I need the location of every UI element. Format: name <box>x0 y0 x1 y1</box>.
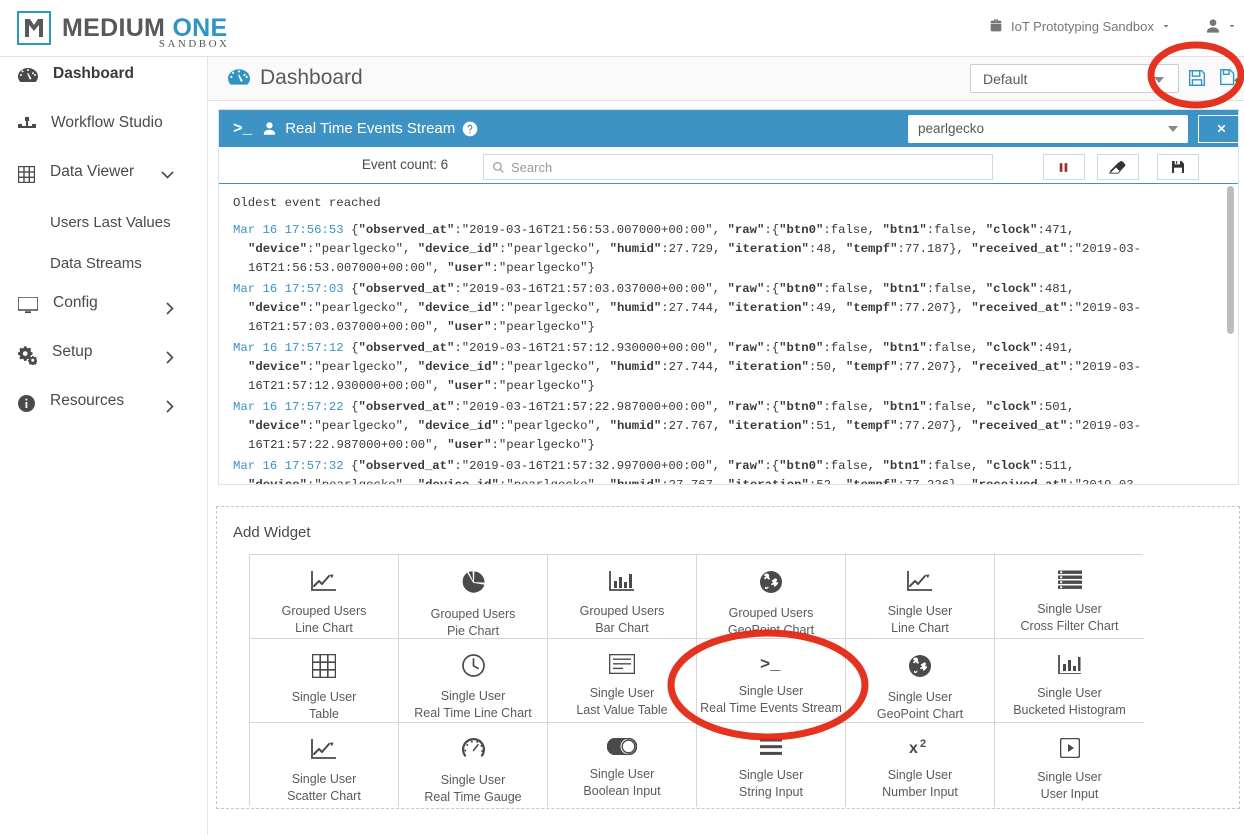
svg-text:x: x <box>909 740 918 756</box>
svg-text:>_: >_ <box>760 656 781 672</box>
svg-text:2: 2 <box>920 738 926 750</box>
